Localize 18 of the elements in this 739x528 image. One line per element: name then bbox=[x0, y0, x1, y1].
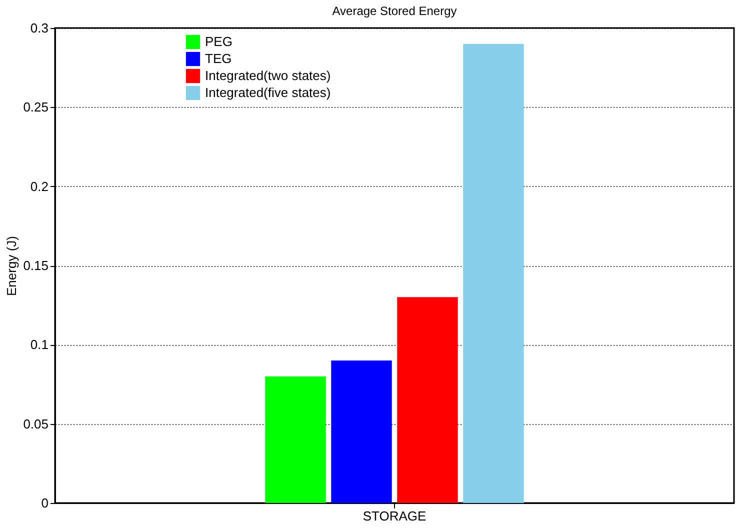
bar bbox=[265, 376, 326, 503]
y-axis-title: Energy (J) bbox=[4, 236, 20, 296]
legend-label: TEG bbox=[205, 51, 232, 66]
y-tick-label: 0 bbox=[41, 496, 48, 510]
y-tick-label: 0.25 bbox=[23, 100, 48, 115]
y-tick-label: 0.1 bbox=[30, 337, 48, 352]
chart-title: Average Stored Energy bbox=[332, 4, 457, 18]
y-tick-label: 0.2 bbox=[30, 178, 48, 194]
bar bbox=[331, 360, 392, 503]
x-tick-label: STORAGE bbox=[362, 508, 426, 524]
bar bbox=[397, 297, 458, 503]
legend-label: PEG bbox=[205, 34, 232, 49]
legend-label: Integrated(five states) bbox=[205, 85, 331, 100]
y-tick-label: 0.15 bbox=[23, 258, 48, 273]
y-tick-label: 0.05 bbox=[23, 416, 48, 432]
legend-label: Integrated(two states) bbox=[205, 68, 331, 83]
bar bbox=[463, 44, 524, 503]
y-tick-label: 0.3 bbox=[30, 20, 48, 36]
